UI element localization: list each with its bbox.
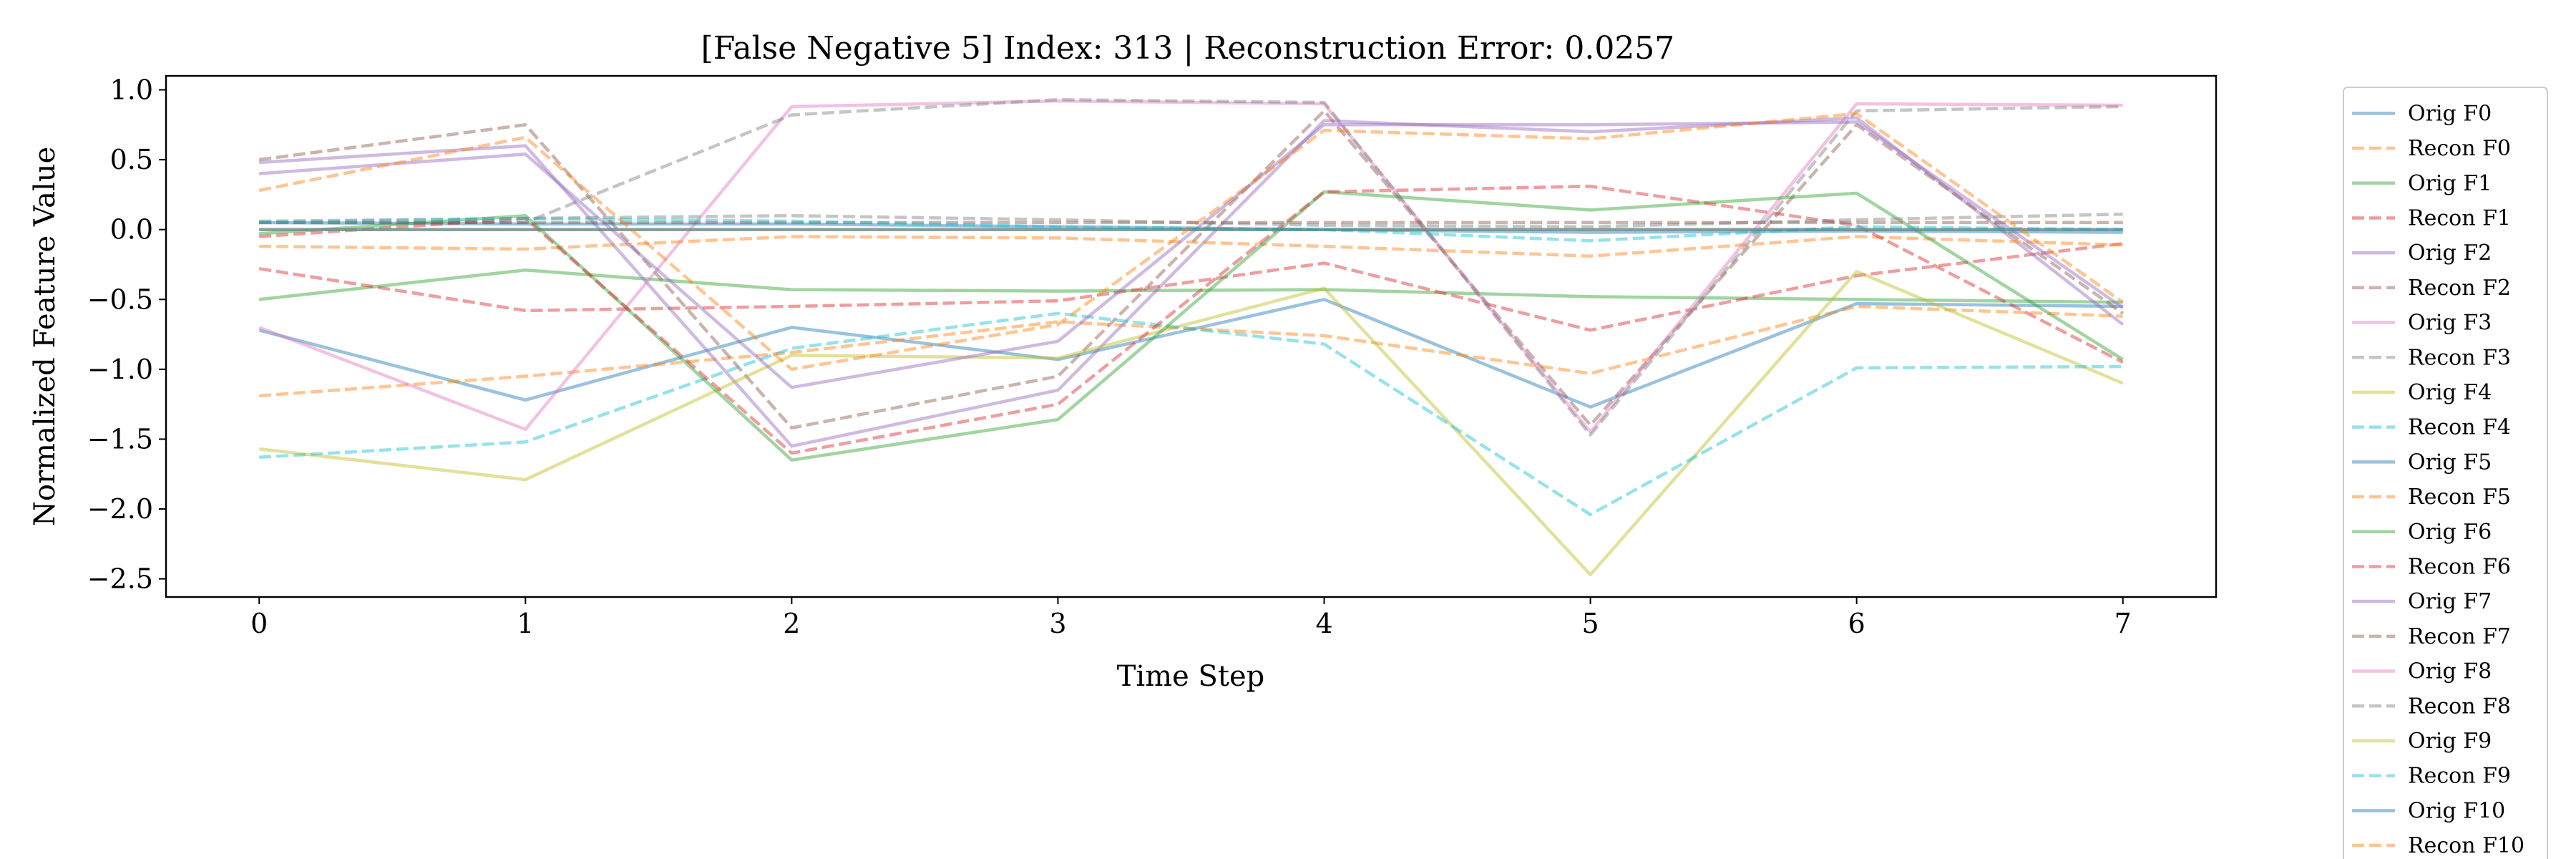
plot-frame — [165, 74, 2218, 598]
x-tick-label: 6 — [1848, 608, 1865, 639]
legend-label: Recon F3 — [2408, 345, 2511, 370]
series-line-recon-f0 — [259, 304, 2123, 398]
legend-item: Orig F8 — [2352, 659, 2492, 684]
series-line-orig-f4 — [258, 269, 2124, 577]
series-line-recon-f2 — [258, 109, 2124, 430]
legend-label: Orig F5 — [2408, 450, 2492, 475]
legend-label: Recon F10 — [2408, 833, 2524, 858]
legend-item: Recon F10 — [2352, 833, 2524, 858]
x-axis: 0 1 2 3 4 5 6 7 — [250, 597, 2132, 639]
legend-label: Recon F7 — [2408, 624, 2511, 649]
legend-item: Orig F0 — [2352, 101, 2492, 126]
series-line-recon-f10 — [258, 112, 2124, 372]
y-tick-label: 0.5 — [110, 144, 153, 175]
legend-item: Orig F4 — [2352, 380, 2492, 405]
y-tick-label: −1.5 — [87, 423, 153, 455]
legend-box — [2343, 87, 2548, 859]
series-line-recon-f5 — [259, 235, 2123, 258]
x-axis-label: Time Step — [1117, 660, 1265, 693]
x-tick-label: 3 — [1049, 608, 1066, 639]
y-axis-label: Normalized Feature Value — [29, 147, 62, 526]
legend-label: Orig F1 — [2408, 171, 2492, 196]
legend-label: Recon F1 — [2408, 205, 2511, 230]
legend-item: Orig F9 — [2352, 729, 2492, 754]
legend-label: Orig F10 — [2408, 798, 2505, 823]
chart-title: [False Negative 5] Index: 313 | Reconstr… — [701, 30, 1675, 67]
y-tick-label: −0.5 — [87, 283, 153, 315]
series-line-orig-f6 — [259, 190, 2124, 462]
legend-label: Recon F8 — [2408, 694, 2511, 719]
series-line-recon-f8 — [259, 212, 2123, 229]
x-tick-label: 7 — [2114, 608, 2132, 639]
series-line-recon-f4 — [259, 311, 2123, 517]
legend-label: Orig F4 — [2408, 380, 2492, 405]
legend-item: Orig F3 — [2352, 311, 2492, 336]
legend-label: Recon F6 — [2408, 554, 2511, 579]
legend-label: Recon F0 — [2408, 136, 2511, 161]
series-line-orig-f3 — [258, 99, 2123, 434]
legend-label: Orig F6 — [2408, 520, 2492, 545]
series-line-recon-f3 — [259, 97, 2123, 437]
legend-item: Orig F6 — [2352, 520, 2492, 545]
legend-item: Orig F10 — [2352, 798, 2505, 823]
legend-item: Recon F7 — [2352, 624, 2511, 649]
x-tick-label: 4 — [1315, 608, 1332, 639]
legend-item: Recon F8 — [2352, 694, 2511, 719]
legend-item: Orig F5 — [2352, 450, 2492, 475]
legend: Orig F0 Recon F0 Orig F1 Recon F1 Orig F2 Rec… — [2343, 87, 2548, 859]
legend-item: Orig F7 — [2352, 589, 2492, 614]
legend-label: Recon F5 — [2408, 485, 2511, 510]
y-tick-label: 0.0 — [110, 214, 153, 246]
legend-item: Orig F2 — [2352, 241, 2492, 266]
series-line-orig-f7 — [259, 120, 2124, 389]
legend-label: Orig F8 — [2408, 659, 2492, 684]
x-tick-label: 2 — [783, 608, 800, 639]
legend-label: Orig F0 — [2408, 101, 2492, 126]
legend-item: Recon F5 — [2352, 485, 2511, 510]
series-line-recon-f9 — [259, 216, 2123, 243]
legend-label: Orig F3 — [2408, 311, 2492, 336]
y-tick-label: −2.0 — [87, 493, 153, 525]
legend-item: Orig F1 — [2352, 171, 2492, 196]
legend-label: Recon F9 — [2408, 764, 2511, 789]
y-tick-label: 1.0 — [110, 74, 153, 106]
legend-label: Recon F2 — [2408, 276, 2511, 301]
legend-label: Orig F2 — [2408, 241, 2492, 266]
legend-label: Orig F7 — [2408, 589, 2492, 614]
y-axis: 1.0 0.5 0.0 −0.5 −1.0 −1.5 −2.0 −2.5 — [87, 74, 166, 595]
legend-item: Recon F6 — [2352, 554, 2511, 579]
series-line-recon-f1 — [258, 241, 2124, 332]
x-tick-label: 1 — [517, 608, 534, 639]
legend-label: Orig F9 — [2408, 729, 2492, 754]
x-tick-label: 5 — [1582, 608, 1599, 639]
series-line-orig-f5 — [259, 220, 2123, 234]
y-tick-label: −2.5 — [87, 563, 153, 595]
series-line-recon-f6 — [259, 184, 2124, 455]
series-line-orig-f2 — [259, 116, 2124, 448]
x-tick-label: 0 — [250, 608, 268, 639]
series-line-orig-f0 — [258, 298, 2123, 409]
series-layer — [258, 97, 2124, 577]
legend-item: Recon F9 — [2352, 764, 2511, 789]
legend-label: Recon F4 — [2408, 415, 2511, 440]
y-tick-label: −1.0 — [87, 354, 153, 385]
series-line-orig-f1 — [258, 268, 2123, 304]
legend-item: Recon F2 — [2352, 276, 2511, 301]
legend-item: Recon F1 — [2352, 205, 2511, 230]
legend-item: Recon F0 — [2352, 136, 2511, 161]
legend-item: Recon F4 — [2352, 415, 2511, 440]
legend-item: Recon F3 — [2352, 345, 2511, 370]
